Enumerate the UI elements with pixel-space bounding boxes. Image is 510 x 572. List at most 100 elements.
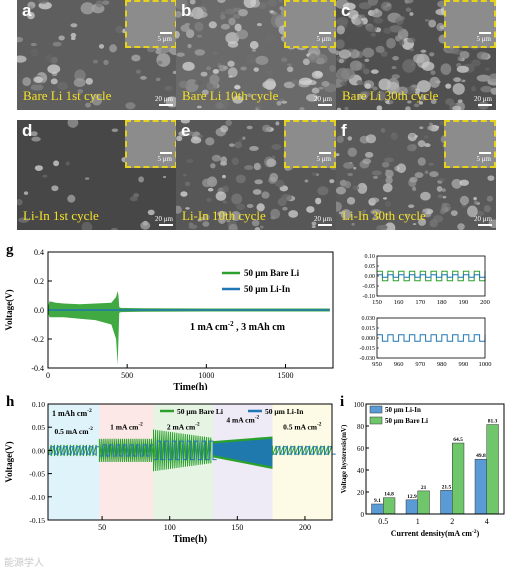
sem-panel-a: 5 μm a Bare Li 1st cycle 20 μm: [17, 0, 177, 110]
sem-inset-a: 5 μm: [125, 0, 177, 48]
chart-g-voltage-profile: g -0.4 -0.2 0.0 0.2 0.4 0 500 1000 1500 Time(h) Vol…: [4, 242, 492, 390]
chart-h-rate-performance: h 0.5 mA cm-2 1 mA cm-2 2 mA cm-2 4 mA cm-2 0…: [4, 394, 336, 545]
capacity-label: 1 mAh cm-2: [52, 408, 92, 418]
inset-chart-g-inset-top: -0.10 -0.05 0.00 0.05 0.10 150 160 170 180 190 200: [363, 254, 490, 306]
y-axis-label: Voltage(V): [4, 289, 14, 330]
bar-value-label: 21: [421, 485, 427, 491]
bar-bare-li-1: [417, 490, 430, 515]
panel-letter-g: g: [6, 242, 14, 258]
segment-4: 0.5 mA cm-2: [271, 422, 336, 456]
inset-x-tick: 970: [415, 361, 425, 368]
panel-caption: Bare Li 1st cycle: [23, 88, 112, 103]
x-axis-label: Time(h): [173, 382, 207, 390]
panel-caption: Li-In 1st cycle: [23, 208, 99, 223]
sem-inset-b: 5 μm: [284, 0, 336, 48]
inset-x-tick: 150: [372, 299, 382, 306]
segment-label: 4 mA cm-2: [226, 415, 259, 425]
sem-inset-e: 5 μm: [284, 120, 336, 168]
plot-frame: [47, 403, 333, 521]
bar-value-label: 81.3: [488, 419, 498, 425]
y-tick-label: -0.4: [31, 364, 44, 373]
inset-y-tick: 0.015: [362, 326, 376, 332]
inset-y-tick: -0.015: [360, 346, 376, 352]
segment-label: 0.5 mA cm-2: [55, 426, 94, 436]
legend-label: 50 μm Li-In: [244, 284, 290, 294]
x-tick-label: 100: [164, 523, 176, 532]
legend-label: 50 μm Bare Li: [244, 268, 300, 278]
condition-annotation: 1 mA cm-2 , 3 mAh cm: [190, 320, 286, 333]
watermark-text: 能源学人: [4, 558, 44, 569]
y-tick-label: -0.2: [31, 335, 44, 344]
y-tick-label: 0.10: [32, 400, 45, 409]
x-axis-label: Time(h): [173, 534, 207, 545]
legend-label: 50 μm Li-In: [385, 406, 421, 414]
sem-inset-d: 5 μm: [125, 120, 177, 168]
inset-x-tick: 950: [372, 361, 382, 368]
x-tick-label: 1: [416, 517, 420, 526]
x-tick-label: 2: [450, 517, 454, 526]
x-tick-label: 1500: [278, 371, 294, 380]
x-tick-label: 50: [98, 523, 106, 532]
inset-y-tick: 0.05: [365, 264, 376, 270]
y-tick-label: 40: [357, 467, 365, 475]
y-tick-label: -0.15: [29, 516, 45, 525]
current-segment-bg: [272, 404, 332, 520]
y-tick-label: 0.0: [34, 306, 44, 315]
legend-label: 50 μm Li-In: [265, 407, 304, 416]
chart-i-voltage-hysteresis: i9.114.80.512.921121.564.5249.881.340204…: [340, 394, 505, 538]
y-tick-label: 0.00: [32, 446, 45, 455]
plot-frame: [365, 403, 505, 515]
x-tick-label: 1000: [198, 371, 214, 380]
legend-swatch: [369, 416, 383, 425]
sem-panel-d: 5 μm d Li-In 1st cycle 20 μm: [17, 120, 177, 230]
inset-y-tick: 0.030: [362, 316, 376, 322]
scale-bar: 20 μm: [474, 215, 492, 226]
inset-scale-label: 5 μm: [316, 155, 331, 163]
inset-y-tick: 0.00: [365, 274, 376, 280]
scale-bar: 20 μm: [155, 215, 173, 226]
x-tick-label: 4: [485, 517, 489, 526]
segment-2: 2 mA cm-2: [152, 422, 217, 472]
bar-bare-li-2: [452, 442, 465, 515]
y-tick-label: 0.2: [34, 277, 44, 286]
y-tick-label: 0.05: [32, 423, 45, 432]
inset-scale-label: 5 μm: [476, 155, 491, 163]
sem-panel-c: 5 μm c Bare Li 30th cycle 20 μm: [336, 0, 496, 110]
x-axis-label: Current density(mA cm-2): [391, 529, 480, 538]
bar-li-in-2: [440, 490, 453, 515]
panel-letter: e: [181, 121, 191, 140]
legend-label: 50 μm Bare Li: [385, 417, 428, 425]
segment-label: 0.5 mA cm-2: [283, 422, 322, 432]
inset-x-tick: 170: [415, 299, 425, 306]
sem-panel-b: 5 μm b Bare Li 10th cycle 20 μm: [176, 0, 336, 110]
inset-y-tick: -0.030: [360, 356, 376, 362]
segment-3: 4 mA cm-2: [212, 415, 273, 469]
bar-value-label: 21.5: [442, 484, 452, 490]
bar-value-label: 9.1: [374, 498, 381, 504]
bar-bare-li-0.5: [383, 497, 396, 515]
bar-li-in-0.5: [371, 503, 384, 515]
panel-letter-h: h: [6, 394, 15, 410]
panel-caption: Li-In 10th cycle: [182, 208, 266, 223]
inset-scale-label: 5 μm: [316, 35, 331, 43]
inset-x-tick: 990: [459, 361, 469, 368]
inset-series: [377, 334, 486, 342]
series-li-in: [48, 309, 330, 311]
bar-value-label: 12.9: [407, 494, 417, 500]
y-tick-label: 20: [357, 489, 365, 497]
y-tick-label: -0.05: [29, 470, 45, 479]
panel-letter: a: [22, 1, 32, 20]
segment-label: 2 mA cm-2: [167, 422, 200, 432]
sem-inset-f: 5 μm: [444, 120, 496, 168]
x-tick-label: 0: [46, 371, 50, 380]
inset-y-tick: 0.000: [362, 336, 376, 342]
inset-x-tick: 960: [394, 361, 404, 368]
panel-letter-i: i: [340, 394, 344, 410]
x-tick-label: 200: [299, 523, 311, 532]
panel-letter: f: [341, 121, 347, 140]
series-bare-li: [48, 291, 330, 366]
bar-value-label: 14.8: [384, 492, 394, 498]
y-tick-label: -0.10: [29, 493, 45, 502]
inset-y-tick: -0.10: [363, 294, 376, 300]
plot-frame: [47, 251, 334, 369]
